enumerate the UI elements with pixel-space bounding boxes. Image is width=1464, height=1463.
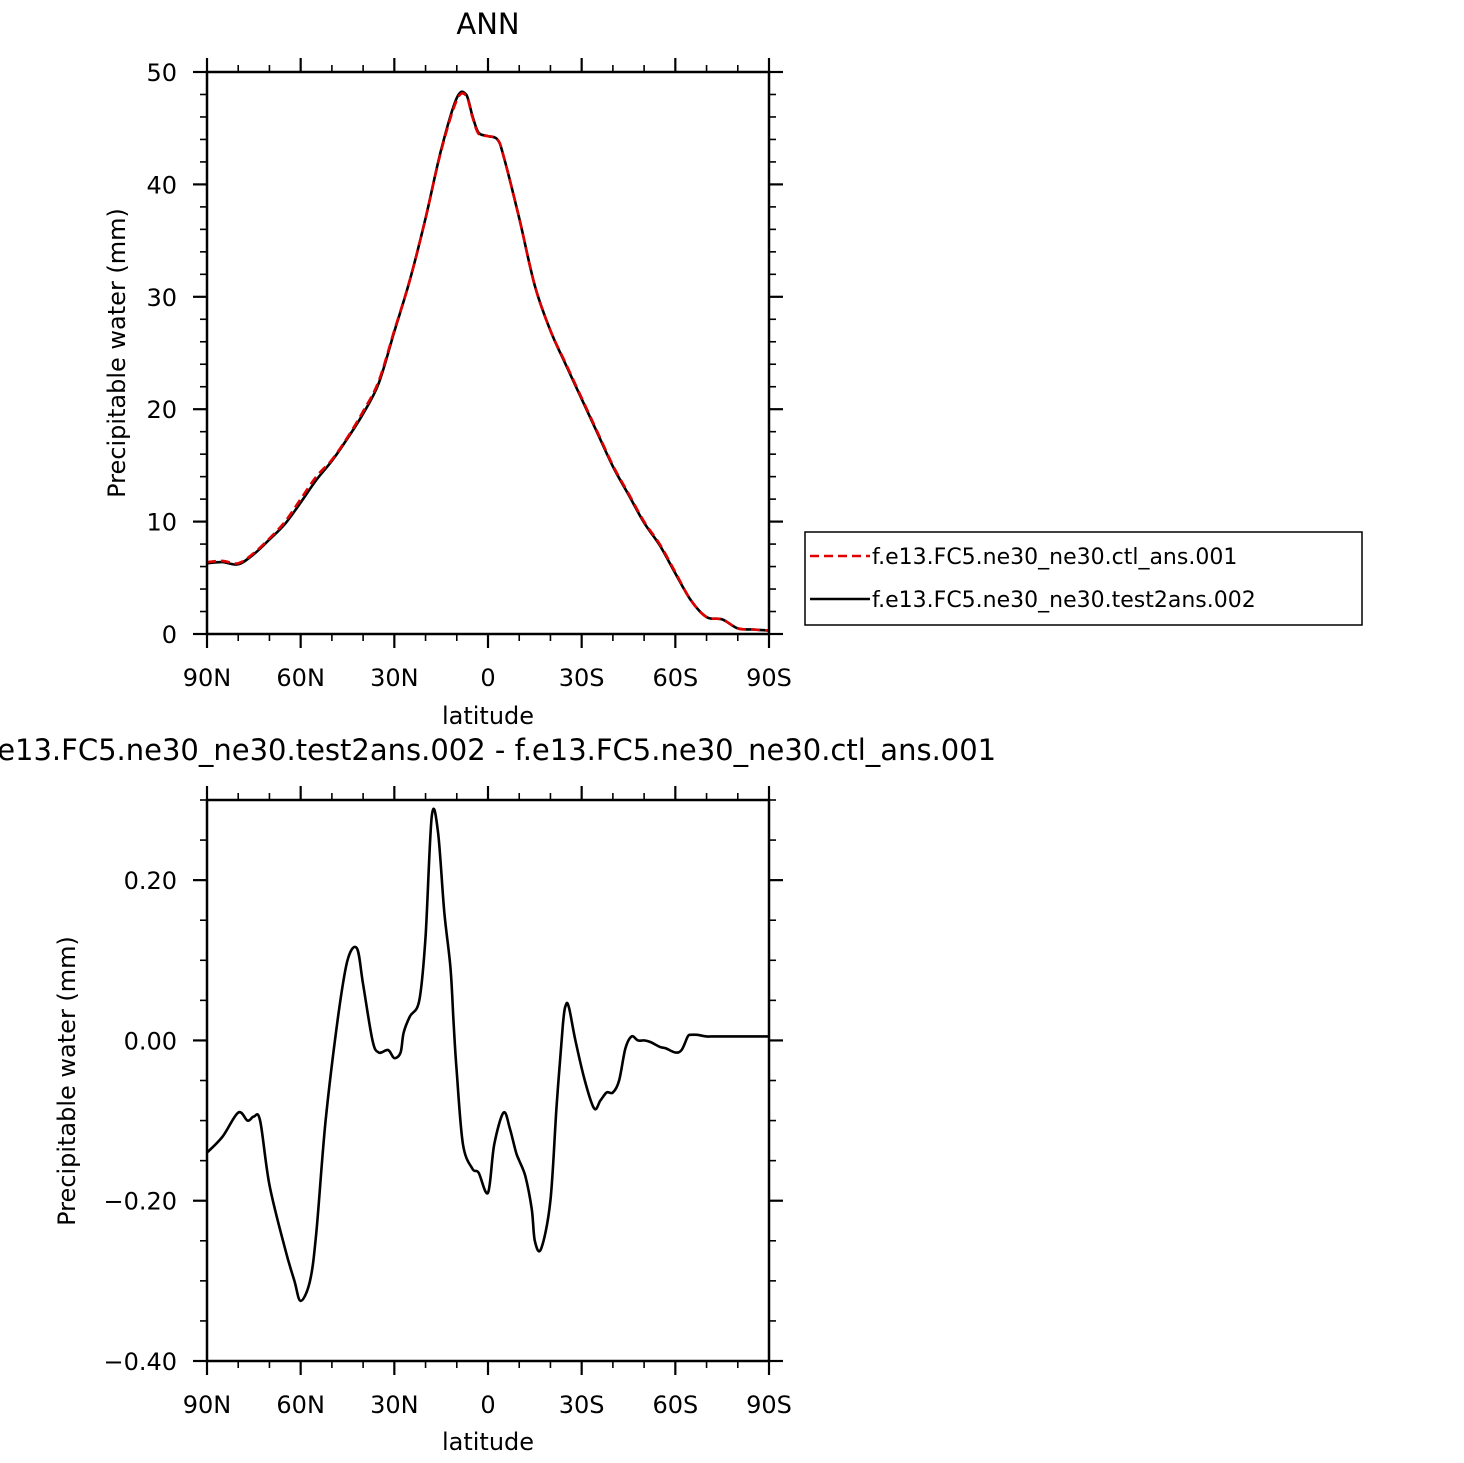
top-y-tick-label: 0 (162, 621, 177, 649)
bottom-x-tick-label: 0 (480, 1391, 495, 1419)
legend-label-ctl: f.e13.FC5.ne30_ne30.ctl_ans.001 (872, 545, 1237, 570)
top-series-line-1 (206, 90, 770, 632)
top-x-tick-label: 60S (652, 664, 698, 692)
top-y-tick-label: 30 (146, 284, 177, 312)
bottom-x-tick-label: 90N (183, 1391, 232, 1419)
bottom-y-tick-label: −0.20 (103, 1188, 177, 1216)
top-panel: ANN 90N 60N 30N 0 30S 60S 90S 0 10 20 30 40 50 latit… (103, 7, 1363, 730)
top-y-tick-label: 10 (146, 509, 177, 537)
bottom-x-tick-label: 30N (370, 1391, 419, 1419)
bottom-x-tick-label: 30S (559, 1391, 605, 1419)
bottom-x-tick-label: 60N (276, 1391, 325, 1419)
top-x-tick-label: 60N (276, 664, 325, 692)
legend: f.e13.FC5.ne30_ne30.ctl_ans.001 f.e13.FC… (804, 531, 1363, 626)
top-x-tick-label: 30N (370, 664, 419, 692)
top-ticks (193, 58, 783, 648)
top-y-tick-label: 50 (146, 59, 177, 87)
bottom-x-axis-label: latitude (442, 1428, 534, 1456)
top-y-tick-label: 40 (146, 171, 177, 199)
bottom-y-tick-label: −0.40 (103, 1348, 177, 1376)
top-y-tick-label: 20 (146, 396, 177, 424)
top-series (206, 90, 770, 632)
top-x-axis-label: latitude (442, 702, 534, 730)
legend-label-test: f.e13.FC5.ne30_ne30.test2ans.002 (872, 588, 1256, 613)
bottom-y-tick-label: 0.20 (124, 867, 177, 895)
top-tick-labels: 90N 60N 30N 0 30S 60S 90S 0 10 20 30 40 50 (146, 59, 791, 692)
bottom-tick-labels: 90N 60N 30N 0 30S 60S 90S −0.40 −0.20 0.00 0.20 (103, 867, 791, 1419)
top-x-tick-label: 90S (746, 664, 792, 692)
bottom-title: f.e13.FC5.ne30_ne30.test2ans.002 - f.e13… (0, 733, 996, 767)
top-x-tick-label: 90N (183, 664, 232, 692)
legend-box (804, 531, 1363, 626)
top-y-axis-label: Precipitable water (mm) (103, 208, 131, 498)
bottom-x-tick-label: 90S (746, 1391, 792, 1419)
top-x-tick-label: 0 (480, 664, 495, 692)
bottom-x-tick-label: 60S (652, 1391, 698, 1419)
bottom-series (206, 807, 769, 1303)
bottom-series-line-0 (206, 807, 769, 1303)
bottom-y-axis-label: Precipitable water (mm) (53, 936, 81, 1226)
top-plot-frame (205, 70, 771, 636)
top-x-tick-label: 30S (559, 664, 605, 692)
bottom-panel: f.e13.FC5.ne30_ne30.test2ans.002 - f.e13… (0, 733, 996, 1456)
top-title: ANN (456, 7, 519, 41)
top-series-line-0 (206, 92, 770, 632)
bottom-ticks (193, 786, 783, 1375)
bottom-y-tick-label: 0.00 (124, 1027, 177, 1055)
bottom-plot-frame (205, 798, 771, 1363)
